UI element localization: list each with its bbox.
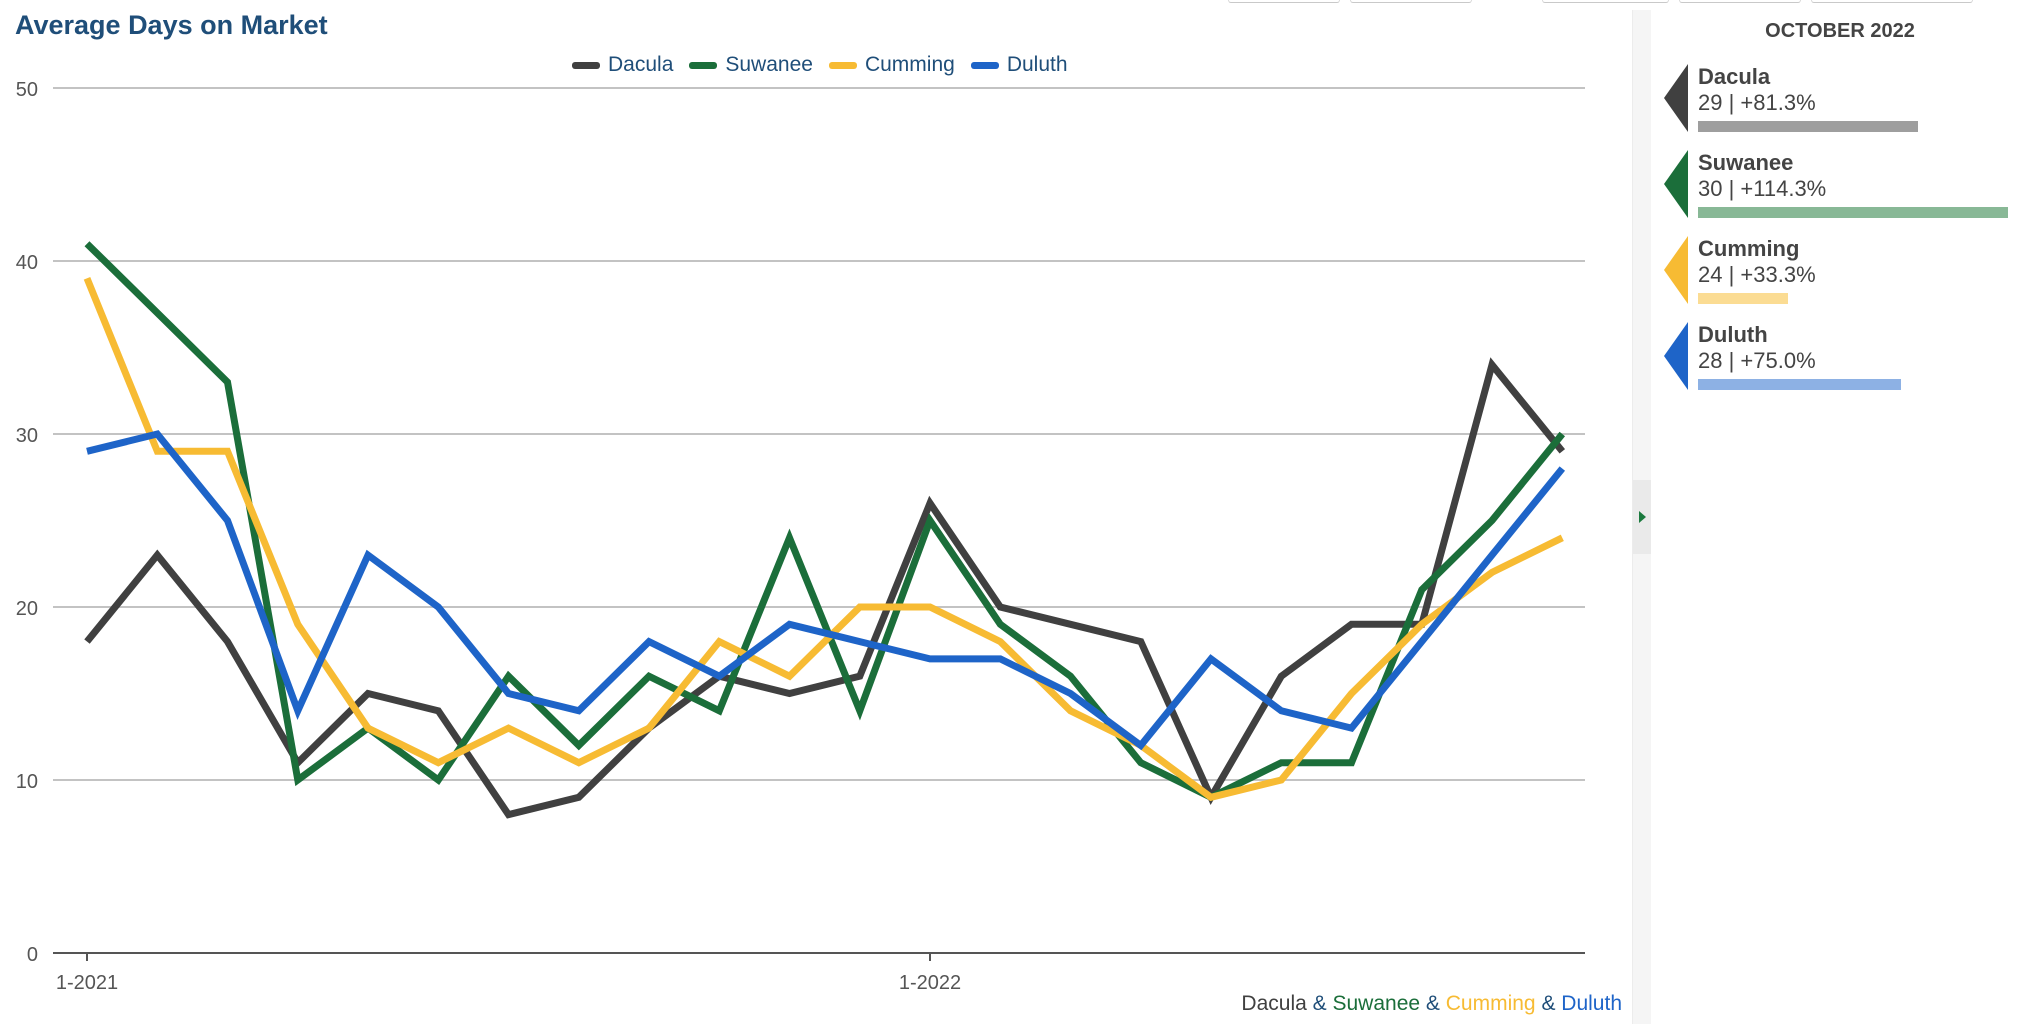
caption-part: Cumming [1445, 992, 1536, 1015]
series-line-duluth [86, 430, 1566, 751]
legend-label: Cumming [864, 53, 955, 76]
caption-part: Suwanee [1332, 992, 1421, 1015]
caret-right-icon [1638, 511, 1646, 523]
top-tab-strip [1228, 0, 1973, 3]
card-pointer-icon [1664, 236, 1688, 304]
y-tick-label: 50 [16, 79, 38, 101]
card-stats: 24 | +33.3% [1698, 262, 1816, 287]
series-line-dacula [84, 357, 1566, 819]
chart-legend: Dacula Suwanee Cumming Duluth [572, 50, 1068, 80]
card-pointer-icon [1664, 64, 1688, 132]
change-bar [1698, 207, 2008, 218]
top-tab[interactable] [1811, 0, 1973, 3]
legend-item-dacula[interactable]: Dacula [572, 53, 673, 77]
x-tick-label: 1-2021 [56, 972, 118, 994]
legend-swatch [689, 61, 718, 69]
card-stats: 28 | +75.0% [1698, 348, 1816, 373]
y-tick-label: 20 [16, 598, 38, 620]
card-city-name: Duluth [1698, 322, 1768, 347]
top-tab[interactable] [1228, 0, 1340, 3]
y-tick-label: 40 [16, 252, 38, 274]
caption-part: Dacula [1241, 992, 1307, 1015]
caption-part: Duluth [1561, 992, 1622, 1015]
card-city-name: Cumming [1698, 236, 1800, 261]
legend-item-duluth[interactable]: Duluth [970, 53, 1068, 77]
legend-swatch [828, 61, 857, 69]
y-tick-label: 10 [16, 771, 38, 793]
legend-label: Duluth [1006, 53, 1068, 76]
card-city-name: Dacula [1698, 64, 1771, 89]
legend-swatch [970, 61, 999, 69]
city-card-cumming[interactable]: Cumming 24 | +33.3% [1664, 236, 2020, 312]
caption-part: & [1420, 992, 1446, 1015]
legend-label: Suwanee [725, 53, 813, 76]
legend-item-cumming[interactable]: Cumming [828, 53, 955, 77]
top-tab[interactable] [1542, 0, 1669, 3]
change-bar [1698, 293, 1788, 304]
top-tab[interactable] [1350, 0, 1472, 3]
panel-splitter[interactable] [1632, 10, 1651, 1024]
chart-title: Average Days on Market [15, 10, 328, 40]
caption-part: & [1535, 992, 1562, 1015]
series-caption: Dacula & Suwanee & Cumming & Duluth [1241, 992, 1622, 1016]
legend-item-suwanee[interactable]: Suwanee [689, 53, 813, 77]
legend-label: Dacula [608, 53, 674, 76]
card-stats: 30 | +114.3% [1698, 176, 1827, 201]
legend-swatch [572, 61, 600, 69]
city-card-dacula[interactable]: Dacula 29 | +81.3% [1664, 64, 2020, 140]
panel-title: OCTOBER 2022 [1765, 20, 1915, 42]
series-line-suwanee [84, 241, 1566, 802]
x-tick-label: 1-2022 [899, 972, 961, 994]
series-line-cumming [83, 276, 1564, 802]
line-chart: 0 10 20 30 40 50 1-2021 1-2022 [16, 79, 1585, 994]
summary-panel: OCTOBER 2022 Dacula 29 | +81.3% Suwanee 30 … [1650, 0, 2020, 1026]
card-city-name: Suwanee [1698, 150, 1794, 175]
y-tick-label: 0 [27, 944, 38, 966]
collapse-panel-button[interactable] [1633, 480, 1651, 554]
change-bar [1698, 379, 1901, 390]
city-card-duluth[interactable]: Duluth 28 | +75.0% [1664, 322, 2020, 398]
card-pointer-icon [1664, 150, 1688, 218]
card-pointer-icon [1664, 322, 1688, 390]
top-tab[interactable] [1679, 0, 1801, 3]
card-stats: 29 | +81.3% [1698, 90, 1816, 115]
y-tick-label: 30 [16, 425, 38, 447]
change-bar [1698, 121, 1918, 132]
city-card-suwanee[interactable]: Suwanee 30 | +114.3% [1664, 150, 2020, 226]
caption-part: & [1306, 992, 1333, 1015]
